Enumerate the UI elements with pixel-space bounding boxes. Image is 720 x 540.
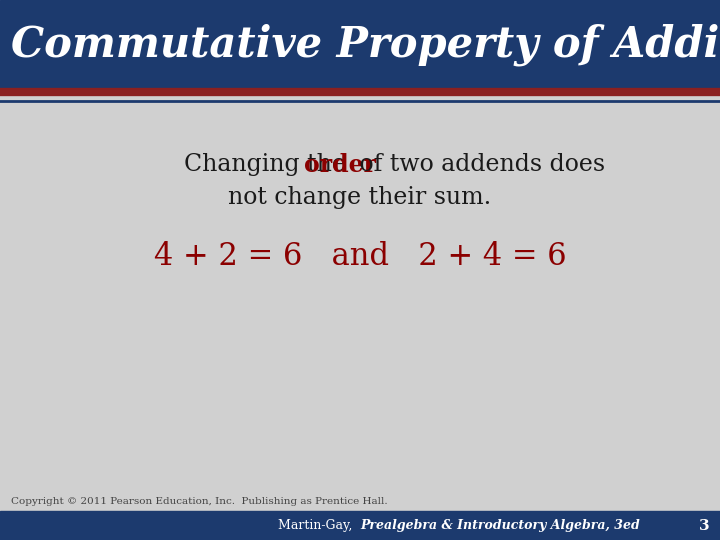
Bar	[0, 511, 720, 540]
Text: Commutative Property of Addition: Commutative Property of Addition	[11, 23, 720, 66]
Text: Martin-Gay,: Martin-Gay,	[278, 519, 360, 532]
Text: Changing the: Changing the	[184, 153, 354, 176]
Text: order: order	[304, 153, 376, 177]
Text: not change their sum.: not change their sum.	[228, 186, 492, 208]
Text: of two addends does: of two addends does	[352, 153, 605, 176]
Text: 4 + 2 = 6   and   2 + 4 = 6: 4 + 2 = 6 and 2 + 4 = 6	[153, 241, 567, 272]
Bar	[0, 0, 720, 89]
Text: Prealgebra & Introductory Algebra, 3ed: Prealgebra & Introductory Algebra, 3ed	[360, 519, 640, 532]
Text: Copyright © 2011 Pearson Education, Inc.  Publishing as Prentice Hall.: Copyright © 2011 Pearson Education, Inc.…	[11, 497, 387, 506]
Text: 3: 3	[698, 519, 709, 532]
